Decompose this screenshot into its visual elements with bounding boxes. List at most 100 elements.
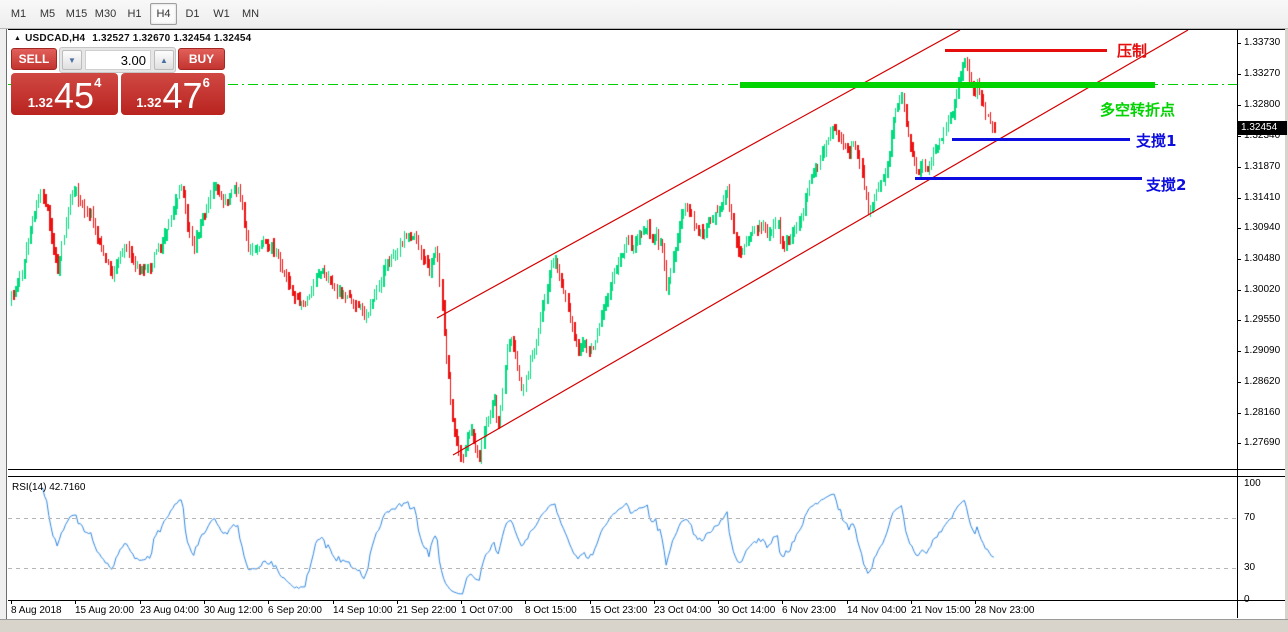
time-tick-label: 1 Oct 07:00: [461, 605, 513, 616]
buy-price-big: 47: [162, 75, 203, 116]
time-tick-label: 21 Nov 15:00: [911, 605, 971, 616]
time-tick-label: 15 Oct 23:00: [590, 605, 648, 616]
price-tick-label: 1.29550: [1244, 314, 1281, 325]
time-tick-mark: [782, 600, 783, 604]
price-tick-mark: [1237, 105, 1241, 106]
volume-spinner: ▼ ▲: [59, 47, 176, 73]
time-tick-label: 6 Nov 23:00: [782, 605, 836, 616]
price-tick-label: 1.28160: [1244, 407, 1281, 418]
collapse-marker-icon[interactable]: ▲: [14, 35, 22, 42]
price-tick-mark: [1237, 43, 1241, 44]
timeframe-button-H4[interactable]: H4: [150, 3, 177, 25]
price-tick-mark: [1237, 290, 1241, 291]
time-tick-mark: [75, 600, 76, 604]
chevron-up-icon: ▲: [160, 55, 168, 65]
price-tick-label: 1.31410: [1244, 192, 1281, 203]
sell-price-sup: 4: [94, 75, 102, 90]
sell-price-big: 45: [54, 75, 95, 116]
volume-increase-button[interactable]: ▲: [154, 50, 174, 70]
support1-label[interactable]: 支搅1: [1136, 132, 1177, 150]
current-price-badge: 1.32454: [1238, 121, 1287, 135]
time-tick-label: 23 Oct 04:00: [654, 605, 712, 616]
price-tick-mark: [1237, 351, 1241, 352]
price-tick-mark: [1237, 136, 1241, 137]
time-tick-label: 21 Sep 22:00: [397, 605, 457, 616]
sell-price-panel[interactable]: 1.32 45 4: [11, 73, 118, 115]
price-tick-label: 1.30940: [1244, 222, 1281, 233]
time-tick-label: 15 Aug 20:00: [75, 605, 134, 616]
timeframe-button-H1[interactable]: H1: [127, 8, 142, 20]
price-tick-label: 1.32800: [1244, 99, 1281, 110]
volume-input[interactable]: [85, 50, 151, 70]
timeframe-button-W1[interactable]: W1: [213, 8, 230, 20]
price-tick-label: 1.28620: [1244, 376, 1281, 387]
pivot-thick-line[interactable]: [740, 82, 1155, 88]
timeframe-toolbar: M1 M5 M15 M30 H1 H4 D1 W1 MN: [0, 0, 1288, 29]
volume-decrease-button[interactable]: ▼: [62, 50, 82, 70]
price-tick-mark: [1237, 382, 1241, 383]
chart-top-border: [8, 29, 1285, 30]
resistance-label[interactable]: 压制: [1117, 42, 1148, 60]
window-right-frame: [1285, 29, 1288, 619]
resistance-line[interactable]: [945, 49, 1107, 52]
time-tick-label: 30 Oct 14:00: [718, 605, 776, 616]
timeframe-button-M30[interactable]: M30: [94, 8, 117, 20]
timeframe-button-MN[interactable]: MN: [241, 8, 260, 20]
time-tick-label: 30 Aug 12:00: [204, 605, 263, 616]
chart-title: ▲ USDCAD,H4 1.32527 1.32670 1.32454 1.3245…: [14, 33, 251, 44]
buy-price-sup: 6: [202, 75, 210, 90]
price-tick-mark: [1237, 320, 1241, 321]
window-bottom-frame: [0, 619, 1288, 632]
time-tick-label: 6 Sep 20:00: [268, 605, 322, 616]
buy-button[interactable]: BUY: [178, 48, 225, 70]
sell-price-prefix: 1.32: [27, 95, 54, 110]
symbol-period: USDCAD,H4: [25, 33, 86, 44]
time-tick-label: 28 Nov 23:00: [975, 605, 1035, 616]
time-tick-label: 8 Oct 15:00: [525, 605, 577, 616]
price-tick-label: 1.30480: [1244, 253, 1281, 264]
pivot-label[interactable]: 多空转折点: [1100, 101, 1176, 119]
time-tick-mark: [268, 600, 269, 604]
rsi-level-30-line: [8, 568, 1237, 569]
price-tick-mark: [1237, 228, 1241, 229]
rsi-level-70-line: [8, 518, 1237, 519]
price-tick-label: 1.30020: [1244, 284, 1281, 295]
time-tick-mark: [975, 600, 976, 604]
timeframe-button-M5[interactable]: M5: [39, 8, 56, 20]
buy-price-panel[interactable]: 1.32 47 6: [121, 73, 225, 115]
rsi-indicator-canvas[interactable]: [8, 477, 1237, 600]
rsi-level-label: 0: [1244, 594, 1250, 605]
time-tick-mark: [397, 600, 398, 604]
time-tick-mark: [140, 600, 141, 604]
chevron-down-icon: ▼: [68, 55, 76, 65]
time-tick-mark: [461, 600, 462, 604]
time-tick-mark: [525, 600, 526, 604]
price-tick-mark: [1237, 74, 1241, 75]
time-tick-mark: [590, 600, 591, 604]
time-tick-mark: [11, 600, 12, 604]
support2-line[interactable]: [915, 177, 1142, 180]
time-tick-mark: [333, 600, 334, 604]
support2-label[interactable]: 支搅2: [1146, 176, 1187, 194]
buy-price-prefix: 1.32: [136, 95, 162, 110]
time-tick-mark: [847, 600, 848, 604]
timeframe-button-M15[interactable]: M15: [65, 8, 88, 20]
price-tick-label: 1.29090: [1244, 345, 1281, 356]
price-tick-mark: [1237, 167, 1241, 168]
pane-splitter-top[interactable]: [8, 469, 1285, 470]
rsi-level-label: 70: [1244, 512, 1256, 523]
price-tick-mark: [1237, 259, 1241, 260]
time-tick-mark: [654, 600, 655, 604]
timeframe-button-D1[interactable]: D1: [185, 8, 200, 20]
rsi-bottom-border: [8, 600, 1285, 601]
timeframe-button-M1[interactable]: M1: [10, 8, 27, 20]
sell-button[interactable]: SELL: [11, 48, 57, 70]
time-tick-mark: [911, 600, 912, 604]
price-scale-separator: [1237, 30, 1238, 618]
price-tick-mark: [1237, 413, 1241, 414]
rsi-caption: RSI(14) 42.7160: [12, 482, 86, 493]
support1-line[interactable]: [952, 138, 1130, 141]
rsi-level-label: 100: [1244, 478, 1261, 489]
pane-splitter-bottom[interactable]: [8, 476, 1285, 477]
